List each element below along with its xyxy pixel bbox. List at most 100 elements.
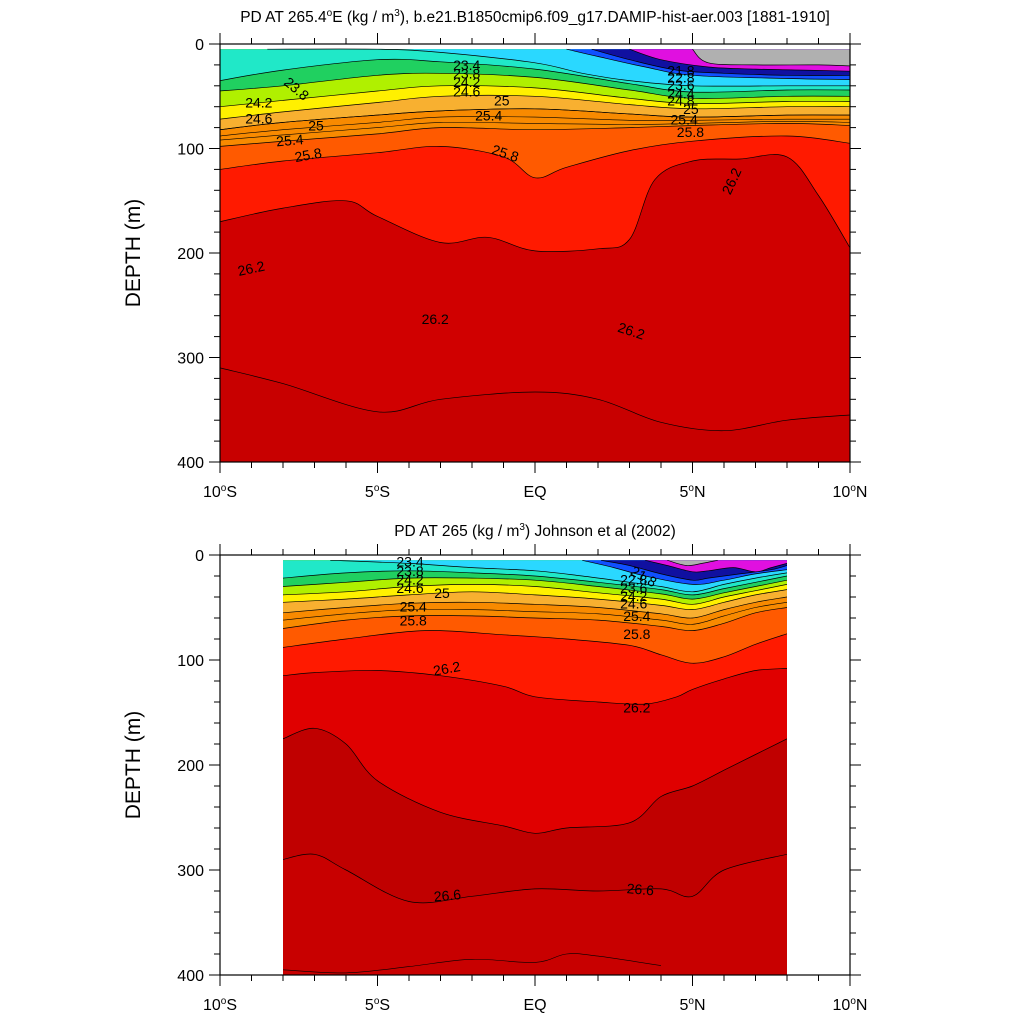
- contour-label: 22.8: [620, 571, 647, 587]
- contour-label: 24.8: [667, 93, 694, 109]
- panel-title: PD AT 265 (kg / m3) Johnson et al (2002): [394, 522, 676, 540]
- contour-label: 25.8: [677, 124, 704, 140]
- contour-label: 25.4: [475, 107, 502, 123]
- contour-line: [566, 48, 850, 80]
- contour-label: 24.2: [396, 571, 423, 587]
- contour-line: [220, 108, 850, 130]
- contour-label: 24.6: [620, 596, 647, 612]
- contour-line: [283, 577, 787, 600]
- panel-title: PD AT 265.4oE (kg / m3), b.e21.B1850cmip…: [240, 8, 830, 26]
- x-tick-label: 10oS: [203, 483, 237, 501]
- contour-line: [283, 853, 787, 904]
- contour-line: [220, 116, 850, 137]
- contour-line: [220, 154, 850, 252]
- contour-label: 26.2: [422, 311, 449, 327]
- contour-label: 26.6: [433, 886, 462, 904]
- panel-top: PD AT 265.4oE (kg / m3), b.e21.B1850cmip…: [122, 8, 867, 501]
- contour-label: 24.6: [245, 110, 272, 126]
- y-tick-label: 400: [177, 968, 204, 985]
- y-tick-label: 400: [177, 455, 204, 472]
- contour-label: 25.8: [293, 145, 323, 166]
- contour-label: 24.4: [667, 85, 694, 101]
- contour-line: [283, 630, 787, 664]
- contour-label: 25: [494, 93, 510, 109]
- x-tick-label: 10oS: [203, 996, 237, 1014]
- contour-line: [283, 607, 787, 631]
- contour-label: 25.8: [623, 626, 650, 642]
- contour-label: 25: [308, 118, 324, 134]
- contour-label: 23.8: [396, 563, 423, 579]
- contour-label: 24.6: [453, 83, 480, 99]
- contour-line: [330, 559, 787, 593]
- contour-label: 25.8: [400, 612, 427, 628]
- contour-label: 22.8: [667, 70, 694, 86]
- contour-label: 26.6: [626, 880, 655, 898]
- panel-bottom: PD AT 265 (kg / m3) Johnson et al (2002)…: [122, 522, 867, 1014]
- contour-line: [692, 48, 850, 67]
- contour-label: 26.2: [432, 658, 462, 679]
- y-tick-label: 200: [177, 758, 204, 775]
- y-axis-label: DEPTH (m): [122, 199, 145, 308]
- contour-line: [220, 72, 850, 99]
- y-tick-label: 100: [177, 142, 204, 159]
- y-tick-label: 200: [177, 246, 204, 263]
- contour-line: [220, 95, 850, 120]
- contour-label: 26.2: [623, 700, 650, 716]
- contour-line: [582, 559, 787, 585]
- contour-label: 24.2: [453, 74, 480, 90]
- y-tick-label: 100: [177, 653, 204, 670]
- contour-line: [283, 602, 787, 625]
- contour-line: [283, 570, 787, 596]
- y-tick-label: 0: [195, 548, 204, 565]
- contour-line: [220, 135, 850, 179]
- contour-line: [629, 48, 850, 72]
- contour-line: [645, 559, 787, 573]
- contour-line: [283, 727, 787, 834]
- contour-label: 23.6: [667, 77, 694, 93]
- contour-label: 23.6: [620, 580, 647, 596]
- contour-label: 25: [434, 585, 450, 601]
- contour-line: [283, 668, 787, 705]
- contour-line: [220, 367, 850, 432]
- contour-band: [676, 49, 850, 66]
- x-tick-label: 10oN: [833, 483, 868, 501]
- contour-label: 26.2: [236, 258, 266, 279]
- x-tick-label: 5oS: [365, 996, 390, 1014]
- contour-label: 23.4: [453, 57, 480, 73]
- contour-line: [220, 123, 850, 147]
- contour-label: 21.8: [667, 62, 694, 78]
- contour-label: 24.6: [396, 580, 423, 596]
- contour-label: 25.4: [400, 599, 427, 615]
- contour-line: [220, 85, 850, 108]
- y-tick-label: 300: [177, 863, 204, 880]
- x-tick-label: EQ: [523, 484, 546, 501]
- contour-line: [591, 48, 850, 76]
- contour-line: [667, 559, 718, 566]
- contour-line: [267, 48, 850, 87]
- x-tick-label: EQ: [523, 997, 546, 1014]
- contour-line: [220, 120, 850, 141]
- x-tick-label: 10oN: [833, 996, 868, 1014]
- x-tick-label: 5oS: [365, 483, 390, 501]
- contour-label: 25.4: [623, 608, 650, 624]
- y-tick-label: 0: [195, 37, 204, 54]
- contour-line: [283, 584, 787, 605]
- contour-line: [601, 559, 787, 581]
- contour-label: 25.4: [276, 131, 305, 149]
- contour-label: 24.2: [620, 588, 647, 604]
- contour-label: 23.8: [453, 66, 480, 82]
- contour-line: [283, 953, 662, 974]
- contour-label: 24.2: [245, 95, 272, 111]
- contour-band: [629, 560, 787, 573]
- contour-line: [283, 596, 787, 619]
- x-tick-label: 5oN: [679, 483, 705, 501]
- contour-label: 25: [683, 101, 699, 117]
- y-tick-label: 300: [177, 351, 204, 368]
- contour-label: 23.4: [396, 554, 423, 570]
- contour-line: [283, 589, 787, 610]
- contour-label: 25.4: [671, 112, 698, 128]
- plot-area: 23.423.824.224.6 2525.425.821.822.823.624…: [177, 544, 867, 1014]
- contour-line: [220, 58, 850, 93]
